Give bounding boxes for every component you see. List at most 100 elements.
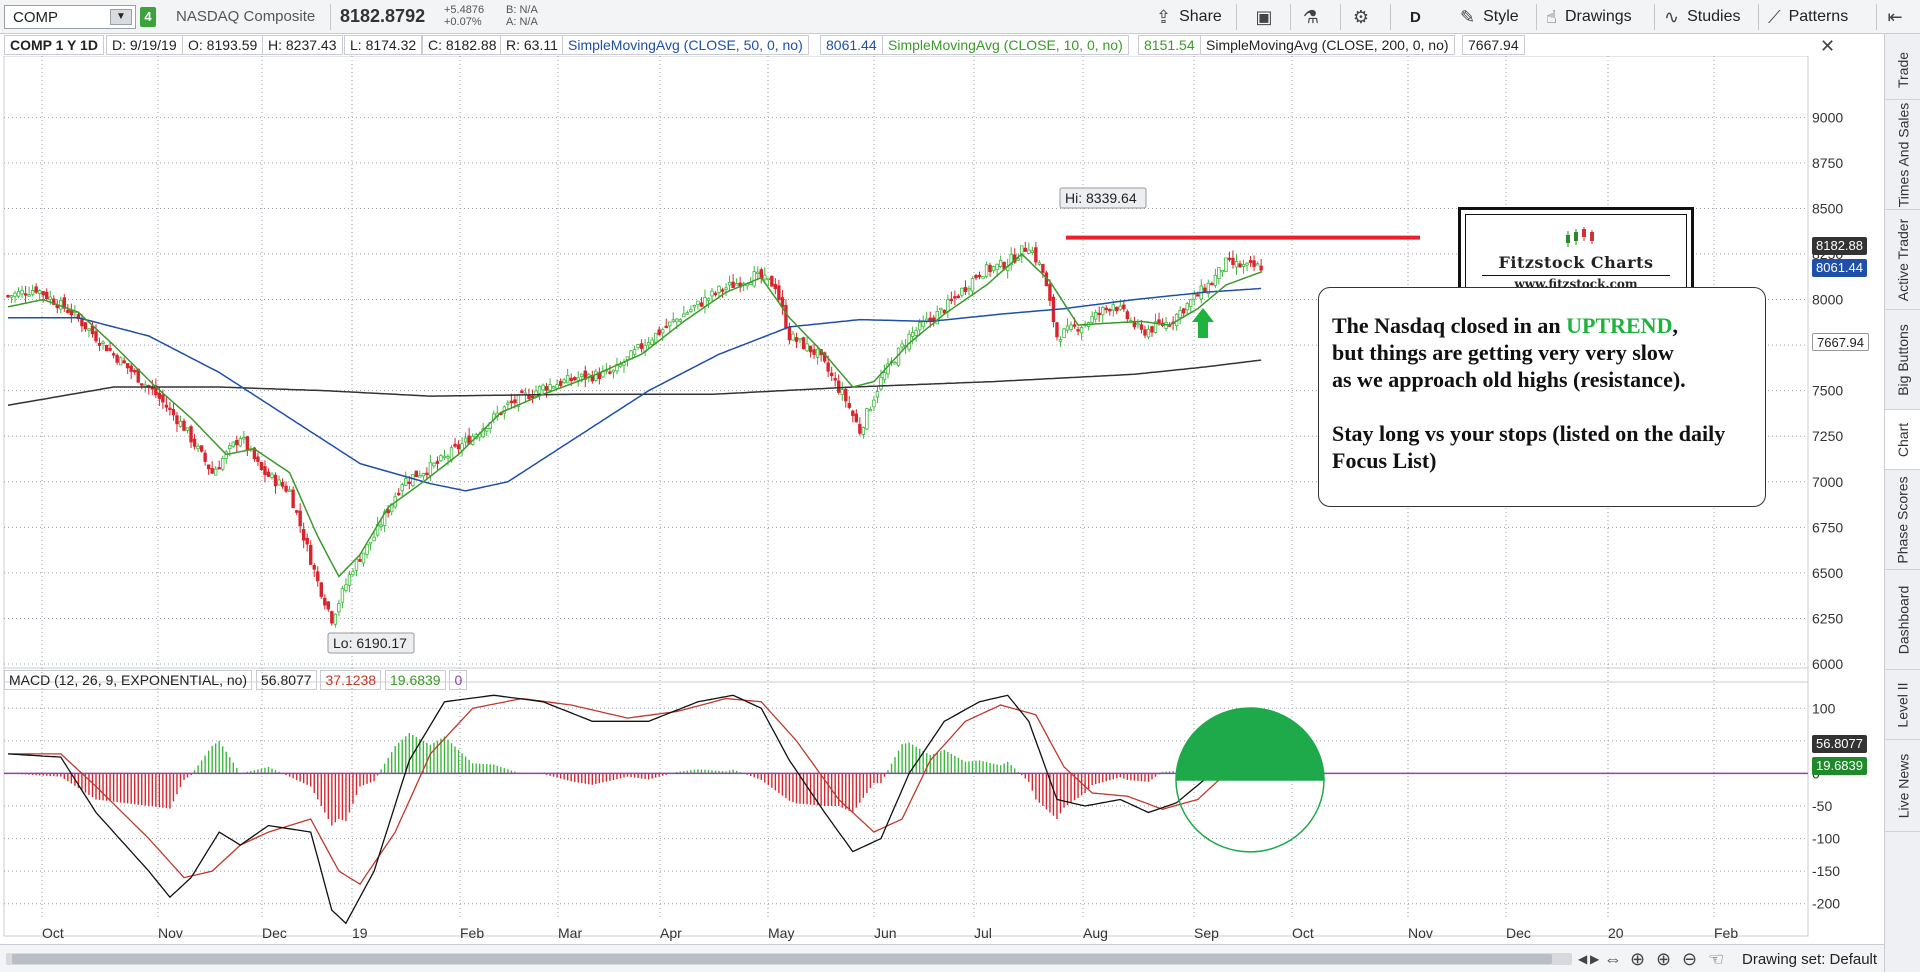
candle-body [650,339,654,345]
price-tick-label: 7500 [1812,383,1843,399]
studies-button[interactable]: ∿ Studies [1664,4,1740,30]
candle-body [1104,307,1108,311]
candle-body [724,287,728,290]
aggregation-button[interactable]: D [1410,4,1421,30]
symbol-period-chip[interactable]: COMP 1 Y 1D [4,35,104,55]
pan-hand-icon[interactable]: ☜ [1708,949,1725,969]
candle-body [178,420,183,427]
macd-header: MACD (12, 26, 9, EXPONENTIAL, no) 56.807… [4,670,468,690]
sma200-label[interactable]: SimpleMovingAvg (CLOSE, 200, 0, no) [1200,35,1455,55]
candle-body [34,286,38,293]
crosshair-icon[interactable]: ✕ [1820,36,1836,56]
candle-body [1020,245,1024,257]
candle-body [287,489,292,492]
candle-body [210,468,214,474]
chevron-down-icon[interactable]: ▼ [110,9,132,25]
candle-body [1027,249,1031,254]
candle-body [13,292,17,297]
chart-canvas[interactable]: 9000875085008250800077507500725070006750… [0,56,1884,944]
pct-change-value: +0.07% [444,16,482,28]
candle-body [717,285,721,293]
candle-body [833,378,837,381]
candle-body [463,437,468,443]
alerts-button[interactable]: ▣ [1247,4,1281,30]
price-tick-label: 6500 [1812,565,1843,581]
macd-histogram [10,733,1262,826]
candle-body [1213,274,1218,286]
candle-body [805,343,809,352]
candle-body [294,510,299,513]
crosshair-tool-icon[interactable]: ⊕ [1630,949,1646,969]
candle-body [1041,263,1045,273]
time-tick-label: 19 [352,925,368,941]
scroll-left-icon[interactable]: ◀ [1578,952,1588,966]
style-button[interactable]: ✎ Style [1460,4,1519,30]
candle-body [984,264,989,277]
sma10-label[interactable]: SimpleMovingAvg (CLOSE, 10, 0, no) [882,35,1129,55]
logo-inner-frame: Fitzstock Charts www.fitzstock.com [1465,214,1687,292]
patterns-button[interactable]: ⟋ Patterns [1768,4,1848,30]
candle-body [1153,321,1158,333]
collapse-button[interactable]: ⇤ [1880,4,1910,30]
candle-body [189,426,193,443]
drawing-set-selector[interactable]: Drawing set: Default [1742,951,1878,968]
side-tab-level-ii[interactable]: Level II [1885,670,1920,740]
candle-body [129,365,133,372]
candle-body [224,451,228,460]
side-tab-chart[interactable]: Chart [1885,410,1920,470]
drawings-button[interactable]: ☝ Drawings [1546,4,1632,30]
side-tab-trade[interactable]: Trade [1885,40,1920,100]
expand-time-icon[interactable]: ⇔ [1604,949,1622,969]
candle-body [1101,306,1105,316]
share-button[interactable]: ⇪ Share [1156,4,1222,30]
candle-body [217,467,221,470]
zoom-out-icon[interactable]: ⊖ [1682,949,1698,969]
candle-body [323,597,327,606]
candle-body [1220,269,1225,273]
side-tab-phase-scores[interactable]: Phase Scores [1885,470,1920,570]
candle-body [9,295,14,298]
candle-body [939,307,943,311]
zoom-in-icon[interactable]: ⊕ [1656,949,1672,969]
scrollbar-thumb[interactable] [12,954,1552,964]
side-tab-live-news[interactable]: Live News [1885,740,1920,832]
candle-body [872,399,876,408]
candle-body [685,312,690,315]
side-tab-active-trader[interactable]: Active Trader [1885,210,1920,310]
horizontal-scrollbar[interactable] [6,953,1572,965]
macd-value: 56.8077 [255,670,317,690]
symbol-input[interactable]: COMP [13,9,58,26]
candle-body [298,510,302,527]
candle-body [766,277,771,281]
macd-study-label[interactable]: MACD (12, 26, 9, EXPONENTIAL, no) [4,670,253,690]
settings-button[interactable]: ⚙ [1344,4,1378,30]
macd-value-tag: 56.8077 [1812,735,1867,753]
side-tab-times-and-sales[interactable]: Times And Sales [1885,100,1920,210]
sma200-value: 7667.94 [1462,35,1525,55]
side-tab-bar: Trade Times And Sales Active Trader Big But… [1884,34,1920,972]
high-label: Hi: 8339.64 [1065,190,1137,206]
candle-body [1231,257,1235,265]
sma50-label[interactable]: SimpleMovingAvg (CLOSE, 50, 0, no) [562,35,809,55]
candle-body [1115,306,1119,312]
candle-body [252,447,257,460]
candle-body [998,259,1003,268]
candle-body [414,470,419,478]
note-line-1-prefix: The Nasdaq closed in an [1332,313,1567,338]
candle-body [837,380,841,393]
side-tab-dashboard[interactable]: Dashboard [1885,570,1920,670]
side-tab-big-buttons[interactable]: Big Buttons [1885,310,1920,410]
symbol-selector[interactable]: COMP ▼ [4,5,136,29]
flask-button[interactable]: ⚗ [1294,4,1328,30]
candle-body [20,289,24,295]
candle-body [242,436,246,440]
candle-body [273,474,278,487]
candle-body [83,322,88,330]
candle-body [1245,262,1249,266]
macd-line [7,694,1262,925]
scroll-right-icon[interactable]: ▶ [1590,952,1600,966]
link-group-badge[interactable]: 4 [140,7,156,27]
candle-body [555,384,559,389]
macd-avg-value: 37.1238 [320,670,382,690]
candle-body [770,275,774,287]
